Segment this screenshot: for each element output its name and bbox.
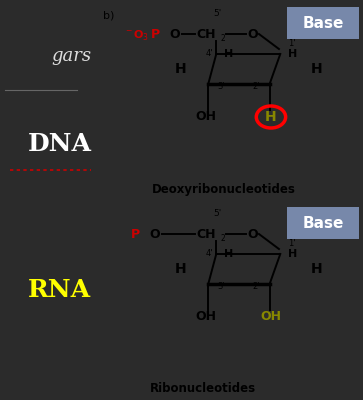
- Text: OH: OH: [260, 310, 281, 324]
- Text: 4': 4': [206, 48, 213, 58]
- Text: H: H: [224, 49, 233, 59]
- Text: 3': 3': [217, 282, 225, 291]
- Text: 5': 5': [213, 209, 222, 218]
- Text: O: O: [247, 228, 258, 240]
- Text: gars: gars: [51, 47, 91, 65]
- Text: Deoxyribonucleotides: Deoxyribonucleotides: [152, 182, 296, 196]
- Text: 2': 2': [253, 282, 260, 291]
- Text: 5': 5': [213, 9, 222, 18]
- Text: 2': 2': [253, 82, 260, 91]
- Text: DNA: DNA: [27, 132, 91, 156]
- Text: 2: 2: [220, 34, 225, 43]
- FancyBboxPatch shape: [287, 7, 359, 39]
- Text: $^-$O: $^-$O: [124, 28, 145, 40]
- Text: RNA: RNA: [28, 278, 91, 302]
- Text: CH: CH: [196, 28, 216, 40]
- Text: 2: 2: [220, 234, 225, 243]
- Text: CH: CH: [196, 228, 216, 240]
- Text: P: P: [151, 28, 160, 40]
- Text: H: H: [175, 262, 186, 276]
- Text: b): b): [103, 10, 114, 20]
- Text: Base: Base: [302, 216, 344, 230]
- Text: Base: Base: [302, 16, 344, 30]
- Text: H: H: [175, 62, 186, 76]
- Text: H: H: [265, 110, 277, 124]
- Text: 3: 3: [143, 33, 148, 42]
- Text: OH: OH: [195, 310, 216, 324]
- Text: Ribonucleotides: Ribonucleotides: [150, 382, 256, 396]
- Text: O: O: [247, 28, 258, 40]
- FancyBboxPatch shape: [287, 207, 359, 239]
- Text: H: H: [310, 262, 322, 276]
- Text: H: H: [288, 249, 298, 259]
- Text: P: P: [131, 228, 140, 240]
- Text: O: O: [170, 28, 180, 40]
- Text: 1': 1': [288, 239, 295, 248]
- Text: H: H: [224, 249, 233, 259]
- Text: 3': 3': [217, 82, 225, 91]
- Text: H: H: [310, 62, 322, 76]
- Text: OH: OH: [195, 110, 216, 124]
- Text: 4': 4': [206, 248, 213, 258]
- Text: H: H: [288, 49, 298, 59]
- Text: 1': 1': [288, 39, 295, 48]
- Text: O: O: [150, 228, 160, 240]
